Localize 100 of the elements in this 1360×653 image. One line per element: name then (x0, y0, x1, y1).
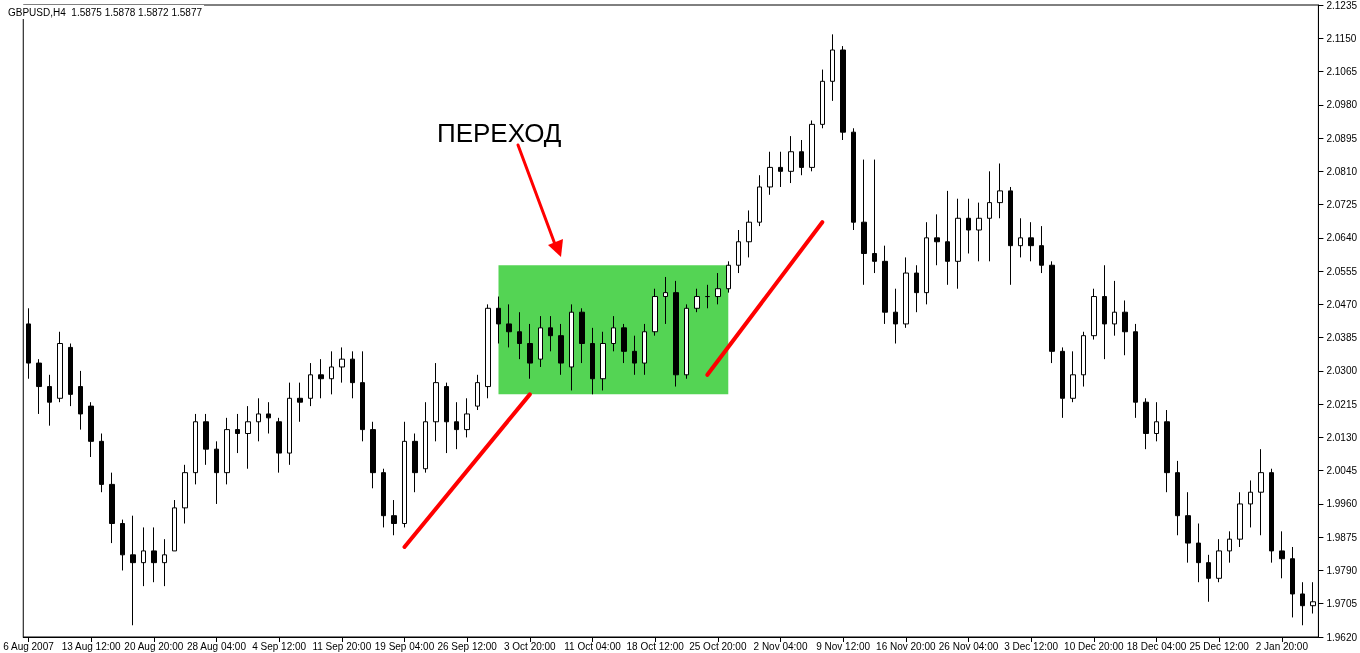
x-tick-label: 26 Sep 12:00 (437, 640, 498, 652)
candlestick (746, 209, 752, 258)
candlestick (548, 315, 553, 352)
candlestick (736, 229, 741, 274)
candlestick (705, 284, 710, 309)
candlestick (444, 382, 449, 454)
x-tick-label: 16 Nov 20:00 (876, 640, 937, 652)
y-tick-label: 2.0130 (1326, 431, 1358, 443)
chart-title: GBPUSD,H4 1.5875 1.5878 1.5872 1.5877 (8, 6, 203, 18)
x-tick-label: 3 Dec 12:00 (1004, 640, 1059, 652)
y-tick-label: 1.9705 (1326, 598, 1358, 610)
candlestick (1018, 217, 1023, 258)
candlestick (1248, 479, 1253, 528)
candlestick (987, 170, 992, 262)
candlestick (684, 303, 689, 380)
x-tick-label: 28 Aug 04:00 (187, 640, 247, 652)
annotation: ПЕРЕХОД (437, 118, 562, 148)
candlestick (1060, 346, 1065, 419)
candlestick (955, 198, 961, 290)
candlestick (402, 421, 407, 528)
candlestick (673, 280, 679, 388)
x-tick-label: 4 Sep 12:00 (252, 640, 307, 652)
x-tick-label: 13 Aug 12:00 (61, 640, 122, 652)
candlestick (663, 276, 668, 325)
y-tick-label: 2.1150 (1326, 32, 1357, 44)
candlestick (861, 159, 867, 286)
y-tick-label: 2.0980 (1326, 99, 1358, 111)
candlestick (924, 221, 929, 305)
candlestick (203, 413, 209, 466)
x-tick-label: 6 Aug 2007 (3, 640, 55, 652)
candlestick (162, 538, 167, 587)
y-tick-label: 1.9790 (1326, 564, 1358, 576)
candlestick (642, 323, 647, 376)
candlestick (224, 417, 230, 485)
candlestick (1028, 221, 1034, 262)
x-tick-label: 2 Jan 20:00 (1255, 640, 1309, 652)
candlestick (120, 519, 125, 571)
candlestick (652, 288, 658, 337)
candlestick (569, 303, 574, 391)
candlestick (621, 323, 627, 364)
x-tick-label: 10 Dec 20:00 (1064, 640, 1125, 652)
x-tick-label: 25 Dec 12:00 (1189, 640, 1250, 652)
x-tick-label: 3 Oct 20:00 (503, 640, 557, 652)
candlestick (151, 526, 157, 583)
candlestick (276, 417, 282, 474)
candlestick (360, 350, 365, 442)
candlestick (788, 135, 794, 184)
candlestick (1290, 546, 1295, 618)
candlestick (1091, 288, 1097, 341)
y-tick-label: 2.0640 (1326, 232, 1358, 244)
candlestick (245, 405, 251, 470)
candlestick (778, 151, 783, 188)
candlestick (1122, 299, 1128, 356)
y-tick-label: 2.1235 (1326, 0, 1358, 11)
candlestick (809, 119, 815, 172)
candlestick (1227, 530, 1232, 564)
x-tick-label: 18 Oct 12:00 (626, 640, 685, 652)
x-tick-label: 2 Nov 04:00 (753, 640, 808, 652)
y-tick-label: 2.0725 (1326, 199, 1358, 211)
candlestick (88, 401, 94, 458)
candlestick (966, 198, 971, 254)
candlestick (1102, 264, 1107, 360)
candlestick (391, 499, 397, 536)
candlestick (590, 327, 595, 395)
candlestick (934, 213, 940, 266)
y-tick-label: 2.0300 (1326, 365, 1358, 377)
x-tick-label: 18 Dec 04:00 (1126, 640, 1187, 652)
candlestick (57, 331, 63, 403)
candlestick (882, 245, 888, 325)
candlestick (1070, 350, 1076, 403)
y-tick-label: 1.9620 (1326, 631, 1358, 643)
candlestick (1081, 331, 1086, 388)
candlestick (214, 440, 219, 505)
candlestick (1185, 491, 1191, 564)
candlestick (1143, 397, 1149, 450)
candlestick (182, 464, 188, 525)
candlestick (830, 33, 835, 102)
candlestick (1164, 409, 1170, 493)
candlestick (370, 421, 376, 489)
candlestick (454, 401, 459, 450)
candlestick (141, 526, 146, 587)
y-tick-label: 2.0555 (1326, 265, 1358, 277)
candlestick (579, 307, 585, 364)
candlestick (1154, 401, 1159, 442)
candlestick (433, 362, 439, 442)
candlestick (130, 515, 136, 626)
candlestick (914, 264, 919, 313)
candlestick (485, 303, 491, 399)
candlestick (1196, 523, 1201, 583)
candlestick (1237, 491, 1243, 548)
candlestick (381, 468, 386, 528)
x-tick-label: 26 Nov 04:00 (938, 640, 999, 652)
candlestick (318, 358, 324, 399)
candlestick (172, 499, 177, 552)
candlestick (799, 139, 804, 176)
candlestick (1206, 554, 1211, 603)
candlestick (99, 433, 104, 493)
candlestick (611, 315, 616, 352)
candlestick (464, 397, 470, 438)
candlestick (256, 397, 261, 442)
